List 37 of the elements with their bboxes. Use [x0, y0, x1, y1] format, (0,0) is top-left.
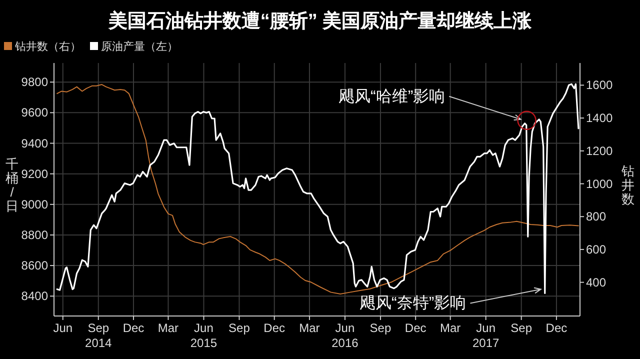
y2-tick-label: 1200 — [586, 144, 614, 158]
x-tick-label: Sep — [370, 321, 392, 335]
y2-axis-title: 钻井数 — [620, 164, 634, 206]
y-tick-label: 8800 — [21, 228, 48, 242]
x-tick-label: Mar — [299, 321, 320, 335]
y-tick-label: 9000 — [21, 197, 48, 212]
x-tick-label: Jun 2017 — [472, 321, 500, 350]
y-tick-label: 8600 — [21, 258, 48, 273]
y2-tick-label: 400 — [586, 275, 606, 290]
annotation: 飓风“奈特”影响 — [360, 294, 466, 312]
x-tick-label: Sep 2014 — [85, 321, 112, 350]
legend-label: 钻井数（右） — [14, 40, 81, 53]
y-axis-title: 千桶/日 — [6, 156, 18, 214]
y2-tick-label: 1000 — [586, 176, 614, 191]
chart-title: 美国石油钻井数遭“腰斩” 美国原油产量却继续上涨 — [107, 10, 533, 32]
y-tick-label: 9800 — [21, 75, 48, 90]
y2-tick-label: 1600 — [586, 78, 614, 92]
x-tick-label: Jun — [53, 321, 73, 335]
x-tick-label: Sep — [228, 321, 250, 335]
x-tick-label: Jun 2015 — [190, 321, 218, 350]
y2-tick-label: 1400 — [586, 111, 614, 126]
y-tick-label: 9600 — [21, 106, 48, 120]
annotation: 飓风“哈维”影响 — [338, 87, 446, 106]
y-tick-label: 9200 — [21, 166, 48, 181]
y-tick-label: 9400 — [21, 136, 48, 150]
y2-tick-label: 600 — [586, 242, 606, 256]
y-tick-label: 8400 — [21, 289, 48, 304]
x-tick-label: Jun 2016 — [332, 321, 359, 350]
x-tick-label: Dec — [122, 321, 144, 335]
x-tick-label: Dec — [404, 321, 426, 335]
x-tick-label: Dec — [264, 321, 286, 335]
x-tick-label: Mar — [440, 321, 461, 335]
y2-tick-label: 800 — [586, 210, 606, 224]
x-tick-label: Sep — [510, 321, 532, 335]
legend-label: 原油产量（左） — [101, 40, 178, 53]
x-tick-label: Mar — [158, 321, 179, 335]
x-tick-label: Dec — [546, 321, 568, 335]
